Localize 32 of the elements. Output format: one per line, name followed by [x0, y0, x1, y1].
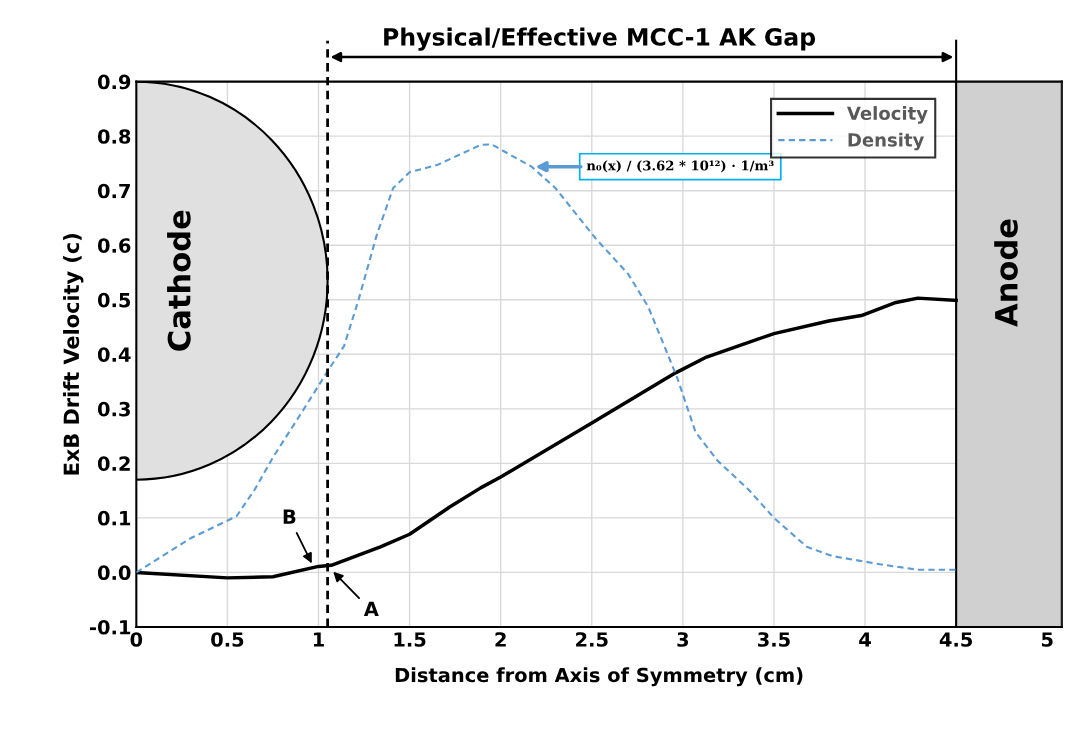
y-tick-label: 0.8: [97, 129, 131, 144]
y-tick-label: 0.4: [97, 347, 131, 362]
x-tick-label: 3: [677, 632, 689, 647]
legend-label: Velocity: [846, 106, 928, 124]
y-tick-label: 0.9: [97, 74, 131, 90]
x-tick-label: 5: [1041, 632, 1053, 647]
band-label: Anode: [994, 219, 1018, 327]
x-tick-label: 3.5: [758, 632, 790, 647]
annotation: B: [283, 509, 296, 524]
x-tick-label: 0: [130, 632, 143, 647]
chart-title: Physical/Effective MCC-1 AK Gap: [384, 27, 816, 51]
x-tick-label: 4.5: [939, 632, 972, 647]
x-tick-label: 4: [859, 632, 871, 647]
y-tick-label: 0.7: [97, 183, 130, 199]
x-tick-label: 1: [313, 632, 324, 647]
x-tick-label: 2: [495, 632, 506, 647]
x-tick-label: 2.5: [576, 632, 608, 647]
y-tick-label: 0.3: [97, 401, 130, 417]
legend-label: Density: [848, 132, 924, 151]
y-tick-label: 0.0: [97, 565, 131, 581]
annotation: Cathode: [167, 210, 191, 351]
annotation: A: [363, 601, 379, 616]
x-tick-label: 1.5: [394, 632, 426, 647]
y-tick-label: 0.6: [97, 238, 131, 253]
x-tick-label: 0.5: [211, 632, 244, 647]
y-tick-label: 0.2: [97, 456, 130, 472]
y-tick-label: 0.5: [97, 292, 131, 308]
y-tick-label: -0.1: [90, 619, 131, 635]
x-axis-title: Distance from Axis of Symmetry (cm): [395, 667, 803, 687]
y-axis-title: ExB Drift Velocity (c): [63, 234, 84, 475]
y-tick-label: 0.1: [97, 510, 131, 526]
annotation: n₀(x) / (3.62 * 10¹²) · 1/m³: [586, 160, 774, 173]
